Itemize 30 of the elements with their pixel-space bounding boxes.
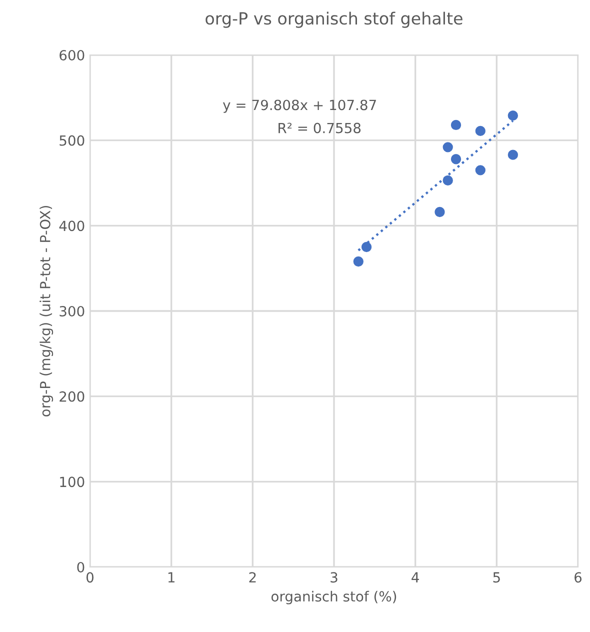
y-tick-label: 400 <box>59 220 84 232</box>
y-tick-label: 300 <box>60 306 84 316</box>
point <box>508 110 518 121</box>
point <box>442 175 453 186</box>
point <box>508 150 518 160</box>
chart-title: org-P vs organisch stof gehalte <box>206 12 462 28</box>
annotation: y = 79.808x + 107.87 <box>222 100 376 113</box>
x-axis-title: organisch stof (%) <box>271 590 396 604</box>
point <box>442 142 453 152</box>
y-axis-title: org-P (mg/kg) (uit P-tot - P-OX) <box>40 206 54 416</box>
point <box>475 126 486 136</box>
y-tick-label: 100 <box>60 476 84 488</box>
point <box>450 154 462 164</box>
point <box>475 165 486 176</box>
point <box>353 256 364 267</box>
y-tick-label: 200 <box>60 391 84 402</box>
y-tick-label: 0 <box>77 562 84 572</box>
y-tick-label: 600 <box>60 50 84 60</box>
x-tick-label: 5 <box>493 572 500 583</box>
x-tick-label: 1 <box>168 572 174 582</box>
x-tick-label: 4 <box>412 572 419 582</box>
point <box>450 120 462 130</box>
x-tick-label: 6 <box>574 572 582 583</box>
y-tick-label: 500 <box>60 135 84 146</box>
point <box>361 242 372 252</box>
annotation: R² = 0.7558 <box>278 122 361 134</box>
point <box>434 206 445 218</box>
x-tick-label: 2 <box>249 572 256 582</box>
x-tick-label: 3 <box>330 572 338 583</box>
x-tick-label: 0 <box>86 572 94 583</box>
